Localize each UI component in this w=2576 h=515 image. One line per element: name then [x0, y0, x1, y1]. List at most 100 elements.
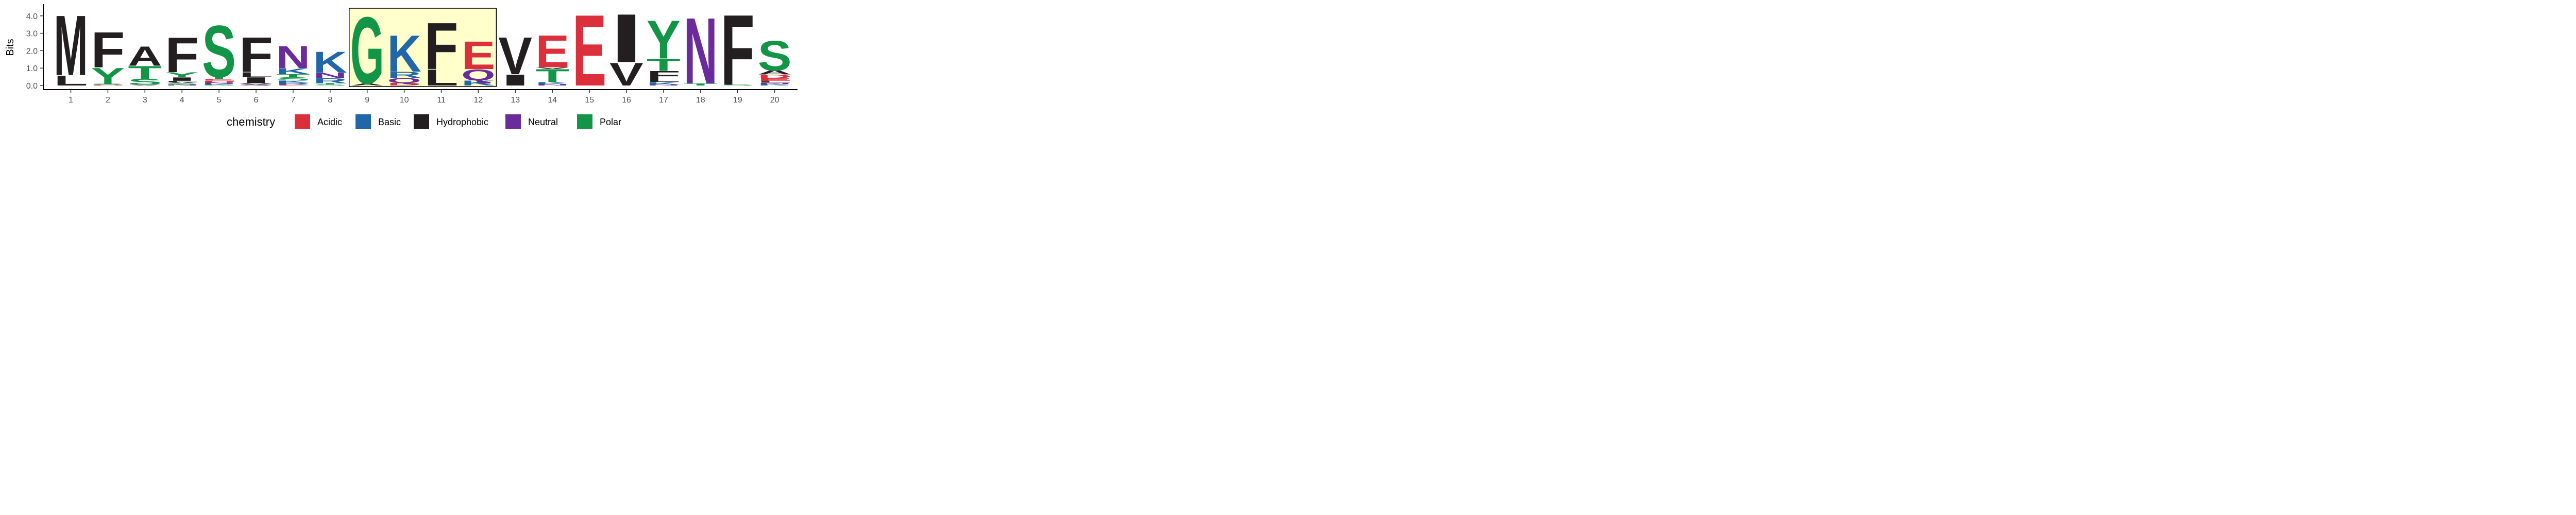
y-tick-label: 0.0 — [26, 82, 38, 91]
highlight-box — [349, 8, 497, 87]
logo-column-12: KQE — [461, 33, 495, 87]
logo-letter-M: M — [54, 0, 88, 93]
x-tick-label: 10 — [400, 96, 409, 105]
x-tick-label: 13 — [511, 96, 520, 105]
logo-letter-F: F — [91, 21, 125, 78]
logo-letter-F: F — [165, 27, 199, 82]
legend-swatch-acidic — [295, 114, 310, 129]
logo-letter-S: S — [721, 84, 755, 86]
axes-layer — [43, 4, 798, 90]
legend-swatch-basic — [355, 114, 371, 129]
logo-letter-K: K — [647, 81, 681, 85]
logo-letter-Y: Y — [165, 71, 199, 79]
logo-letter-K: K — [202, 83, 236, 85]
logo-letter-F: F — [721, 0, 755, 106]
y-tick-label: 4.0 — [26, 12, 38, 21]
x-tick-label: 9 — [365, 96, 369, 105]
logo-letter-N: N — [276, 40, 310, 75]
logo-letter-K: K — [276, 66, 310, 76]
logo-column-19: SF — [721, 0, 755, 106]
x-tick-label: 3 — [143, 96, 147, 105]
logo-letter-L: L — [239, 71, 273, 79]
y-tick-label: 3.0 — [26, 30, 38, 39]
logo-letter-G: G — [202, 84, 236, 86]
logo-letter-T: T — [313, 83, 347, 85]
x-tick-label: 8 — [328, 96, 332, 105]
logo-letter-T: T — [202, 76, 236, 79]
legend-swatch-neutral — [505, 114, 521, 129]
x-tick-label: 16 — [622, 96, 631, 105]
logo-letter-A: A — [758, 69, 792, 76]
logo-letter-L: L — [425, 65, 459, 91]
y-axis-title: Bits — [5, 39, 16, 56]
logo-letter-D: D — [202, 80, 236, 83]
legend-label-polar: Polar — [600, 117, 621, 127]
logo-letter-Y: Y — [647, 9, 681, 71]
logo-column-9: AG — [350, 0, 384, 104]
highlight-region-layer — [349, 8, 497, 87]
logo-letter-N: N — [647, 84, 681, 86]
logo-letter-S: S — [276, 76, 310, 81]
logo-letter-E: E — [461, 33, 495, 77]
logo-letter-D: D — [387, 82, 421, 87]
logo-letter-K: K — [535, 81, 569, 84]
logo-letter-D: D — [758, 74, 792, 80]
x-tick-label: 17 — [659, 96, 668, 105]
logo-letter-T: T — [647, 56, 681, 75]
logo-letter-S: S — [202, 11, 236, 93]
y-tick-label: 1.0 — [26, 64, 38, 73]
legend-swatch-hydrophobic — [414, 114, 429, 129]
logo-letter-Q: Q — [239, 84, 273, 86]
x-ticks-layer: 1 2 3 4 5 6 7 8 9 10 11 12 13 14 15 16 17 18 19 20 — [69, 90, 779, 105]
logo-letter-V: V — [609, 56, 643, 93]
legend: chemistry Acidic Basic Hydrophobic Neutral P… — [227, 114, 621, 129]
logo-letter-V: V — [128, 84, 162, 85]
logo-letter-T: T — [128, 62, 162, 82]
logo-letter-E: E — [758, 78, 792, 82]
logo-letter-K: K — [313, 45, 347, 79]
x-tick-label: 7 — [291, 96, 295, 105]
legend-swatch-polar — [577, 114, 592, 129]
logo-column-18: TN — [684, 0, 718, 104]
x-tick-label: 6 — [254, 96, 259, 105]
logo-letter-R: R — [313, 77, 347, 85]
logo-letter-S: S — [313, 84, 347, 85]
logo-letter-I: I — [609, 0, 643, 77]
logo-letter-N: N — [758, 82, 792, 84]
x-tick-label: 4 — [180, 96, 184, 105]
x-tick-label: 12 — [474, 96, 483, 105]
logo-letter-A: A — [128, 41, 162, 72]
x-tick-label: 18 — [696, 96, 705, 105]
logo-letter-G: G — [350, 0, 384, 104]
logo-letter-F: F — [647, 68, 681, 82]
logo-letter-L: L — [165, 80, 199, 82]
logo-letter-E: E — [535, 26, 569, 77]
x-tick-label: 5 — [217, 96, 222, 105]
x-tick-label: 19 — [733, 96, 742, 105]
logo-letter-L: L — [54, 73, 88, 89]
x-tick-label: 11 — [437, 96, 446, 105]
logo-letter-Y: Y — [91, 63, 125, 89]
logo-letter-I: I — [165, 76, 199, 82]
logo-column-1: LM — [54, 0, 88, 93]
logo-letter-I: I — [498, 71, 532, 89]
logo-letter-K: K — [276, 80, 310, 83]
logo-letter-V: V — [165, 81, 199, 83]
logo-letter-F: F — [425, 9, 459, 83]
logo-letter-V: V — [239, 83, 273, 85]
logo-letter-V: V — [498, 27, 532, 86]
logo-letter-L: L — [758, 80, 792, 83]
logo-letter-K: K — [461, 79, 495, 87]
logo-letter-A: A — [350, 83, 384, 86]
